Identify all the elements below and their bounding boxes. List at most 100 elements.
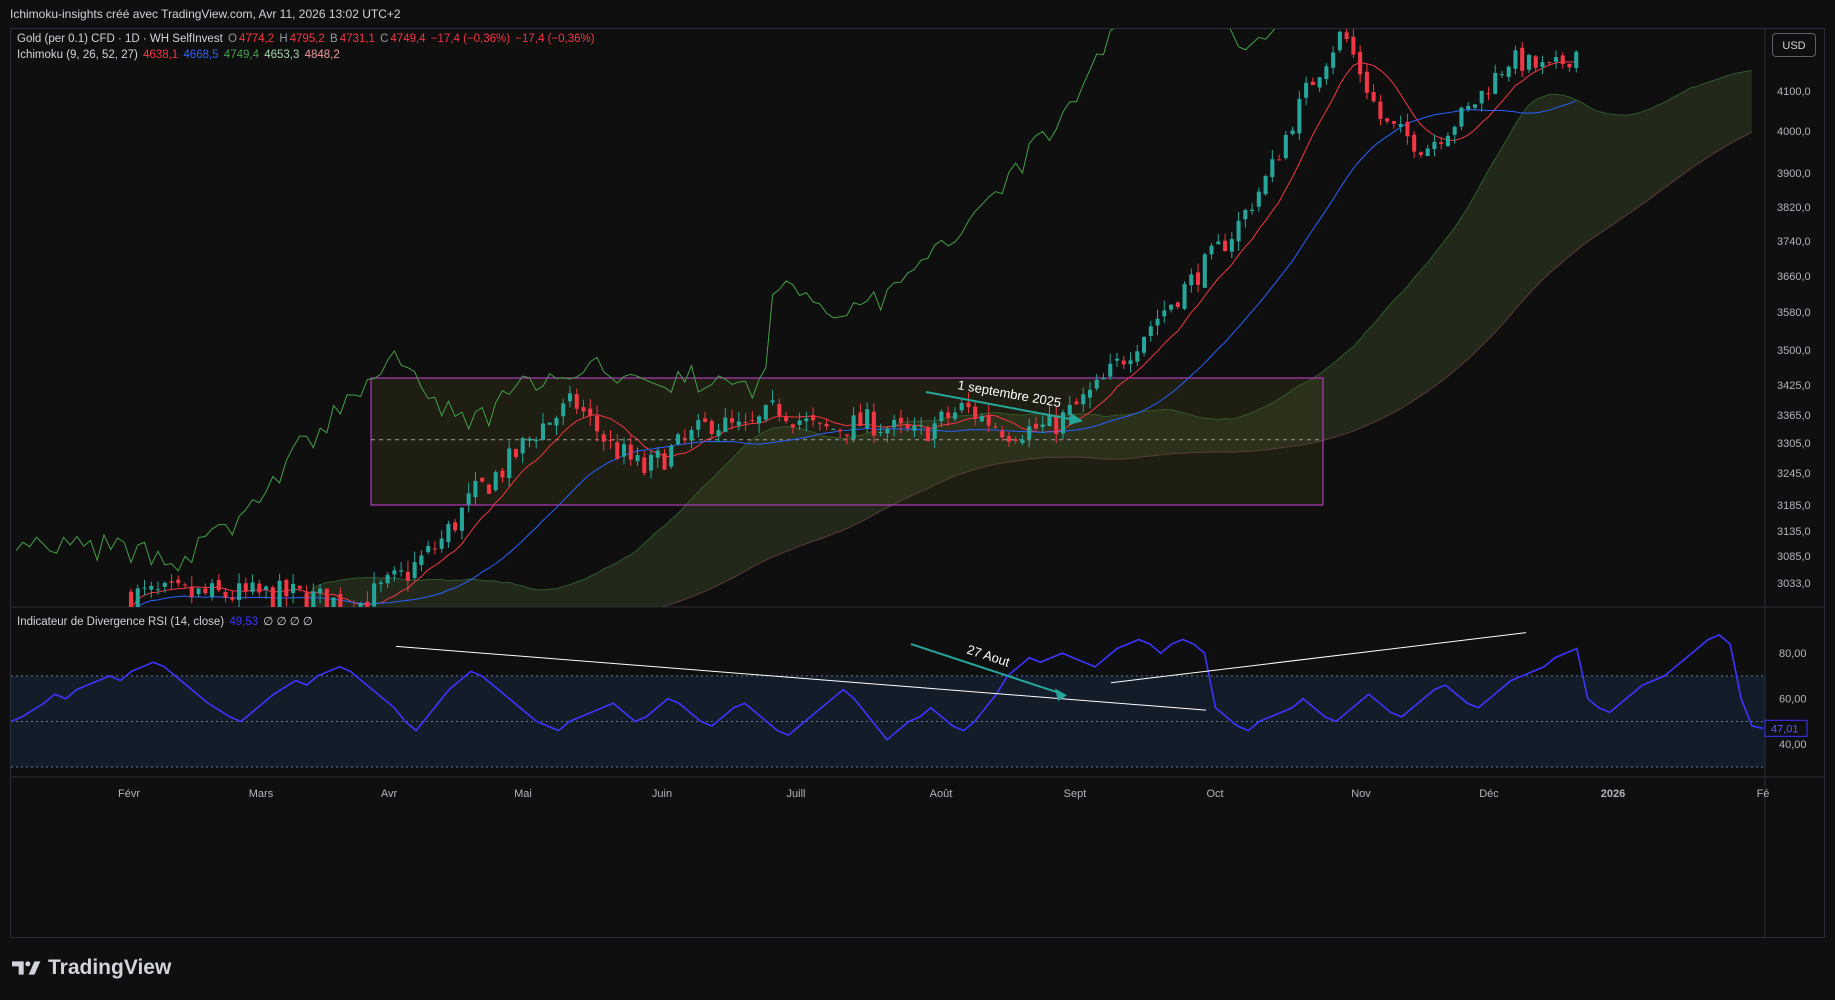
candle-body [1169, 304, 1174, 310]
candle-body [520, 438, 525, 454]
price-tick-label: 4000,0 [1777, 126, 1811, 138]
candle-body [1067, 404, 1072, 415]
candle-body [696, 420, 701, 430]
candle-body [1114, 358, 1120, 361]
legend-open: 4774,2 [238, 33, 275, 45]
candle-body [135, 588, 140, 607]
candle-body [648, 454, 654, 471]
candle-body [1391, 121, 1396, 124]
price-tick-label: 3085,0 [1777, 551, 1811, 563]
candle-body [1317, 77, 1322, 88]
candle-body [1439, 142, 1444, 144]
candle-body [1074, 401, 1079, 405]
brand-name: TradingView [48, 956, 172, 979]
candle-body [588, 408, 593, 416]
candle-body [318, 588, 323, 594]
candle-body [1277, 159, 1282, 161]
candle-body [1020, 439, 1025, 443]
candle-body [142, 587, 147, 589]
chart-container[interactable]: 4100,0 4000,0 3900,0 3820,0 3740,0 3660,0 3580… [10, 28, 1825, 938]
candle-body [1040, 424, 1045, 427]
time-tick-label: Oct [1206, 788, 1223, 800]
annotation-arrow-1-line [925, 391, 1082, 422]
candle-body [297, 585, 302, 589]
candle-body [1506, 66, 1511, 77]
rsi-tick-label: 40,00 [1779, 739, 1807, 751]
candle-body [270, 587, 275, 607]
candle-body [1033, 423, 1038, 429]
candle-body [973, 406, 978, 419]
candle-body [392, 570, 397, 575]
candle-body [250, 582, 255, 592]
candle-body [311, 591, 316, 607]
candle-body [730, 418, 735, 423]
price-tick-label: 3500,0 [1777, 345, 1811, 357]
price-tick-label: 3365,0 [1777, 410, 1811, 422]
candle-body [1412, 134, 1417, 152]
candle-body [892, 419, 897, 428]
ichimoku-name: Ichimoku (9, 26, 52, 27) [17, 49, 138, 61]
candle-body [811, 415, 816, 421]
price-tick-label: 4100,0 [1777, 86, 1811, 98]
rsi-name: Indicateur de Divergence RSI (14, close) [17, 616, 225, 628]
rsi-tick-label: 60,00 [1779, 694, 1807, 706]
candle-body [459, 507, 464, 531]
rsi-value: 49,53 [229, 616, 259, 628]
legend-symbol: Gold (per 0.1) CFD · 1D · WH SelfInvest [17, 33, 223, 45]
candle-body [1337, 31, 1342, 51]
candle-body [358, 603, 363, 607]
candle-body [615, 442, 620, 459]
candle-body [1250, 209, 1255, 212]
currency-button[interactable]: USD [1772, 33, 1816, 57]
candle-body [817, 422, 822, 424]
candle-body [534, 439, 539, 442]
candle-body [1256, 191, 1261, 207]
candle-body [385, 574, 390, 584]
candle-body [1202, 254, 1207, 288]
candle-body [1540, 62, 1545, 67]
candle-body [277, 580, 282, 607]
candle-body [345, 610, 349, 613]
candle-body [1398, 123, 1403, 127]
candle-body [223, 591, 228, 598]
tradingview-logo[interactable]: TradingView [12, 956, 171, 980]
time-tick-label: 2026 [1601, 788, 1625, 800]
candle-body [797, 420, 802, 426]
candle-body [1310, 81, 1315, 86]
candle-body [628, 444, 633, 460]
candle-body [1148, 326, 1153, 337]
candle-body [1283, 134, 1288, 159]
candle-body [405, 571, 410, 581]
candle-body [1358, 51, 1363, 75]
candle-body [898, 417, 903, 424]
candle-body [176, 579, 181, 584]
candle-body [581, 407, 586, 412]
candle-body [473, 480, 478, 498]
candle-body [1135, 351, 1140, 362]
candle-body [1479, 90, 1484, 104]
candle-body [507, 448, 512, 478]
legend-low: 4731,1 [339, 33, 375, 45]
candle-body [736, 421, 741, 426]
candle-body [1006, 436, 1011, 442]
candle-body [1526, 54, 1531, 70]
rsi-tick-label: 80,00 [1779, 648, 1807, 660]
candle-body [1371, 91, 1376, 102]
candle-body [1472, 104, 1477, 108]
candle-body [716, 430, 721, 436]
chart-canvas[interactable]: 4100,0 4000,0 3900,0 3820,0 3740,0 3660,0 3580… [11, 29, 1824, 937]
candle-body [304, 592, 309, 607]
legend-o-label: O [227, 33, 237, 45]
candle-body [1141, 336, 1147, 353]
chikou-span [15, 29, 1276, 572]
time-tick-label: Fé [1757, 788, 1770, 800]
chart-title: Ichimoku-insights créé avec TradingView.… [0, 0, 1835, 28]
price-tick-label: 3305,0 [1777, 438, 1811, 450]
candle-body [757, 416, 762, 424]
candle-body [1060, 412, 1066, 434]
candle-body [419, 555, 424, 565]
candle-body [1047, 415, 1052, 426]
candle-body [291, 583, 296, 594]
candle-body [1162, 310, 1167, 317]
ichimoku-v3: 4749,4 [223, 49, 259, 61]
